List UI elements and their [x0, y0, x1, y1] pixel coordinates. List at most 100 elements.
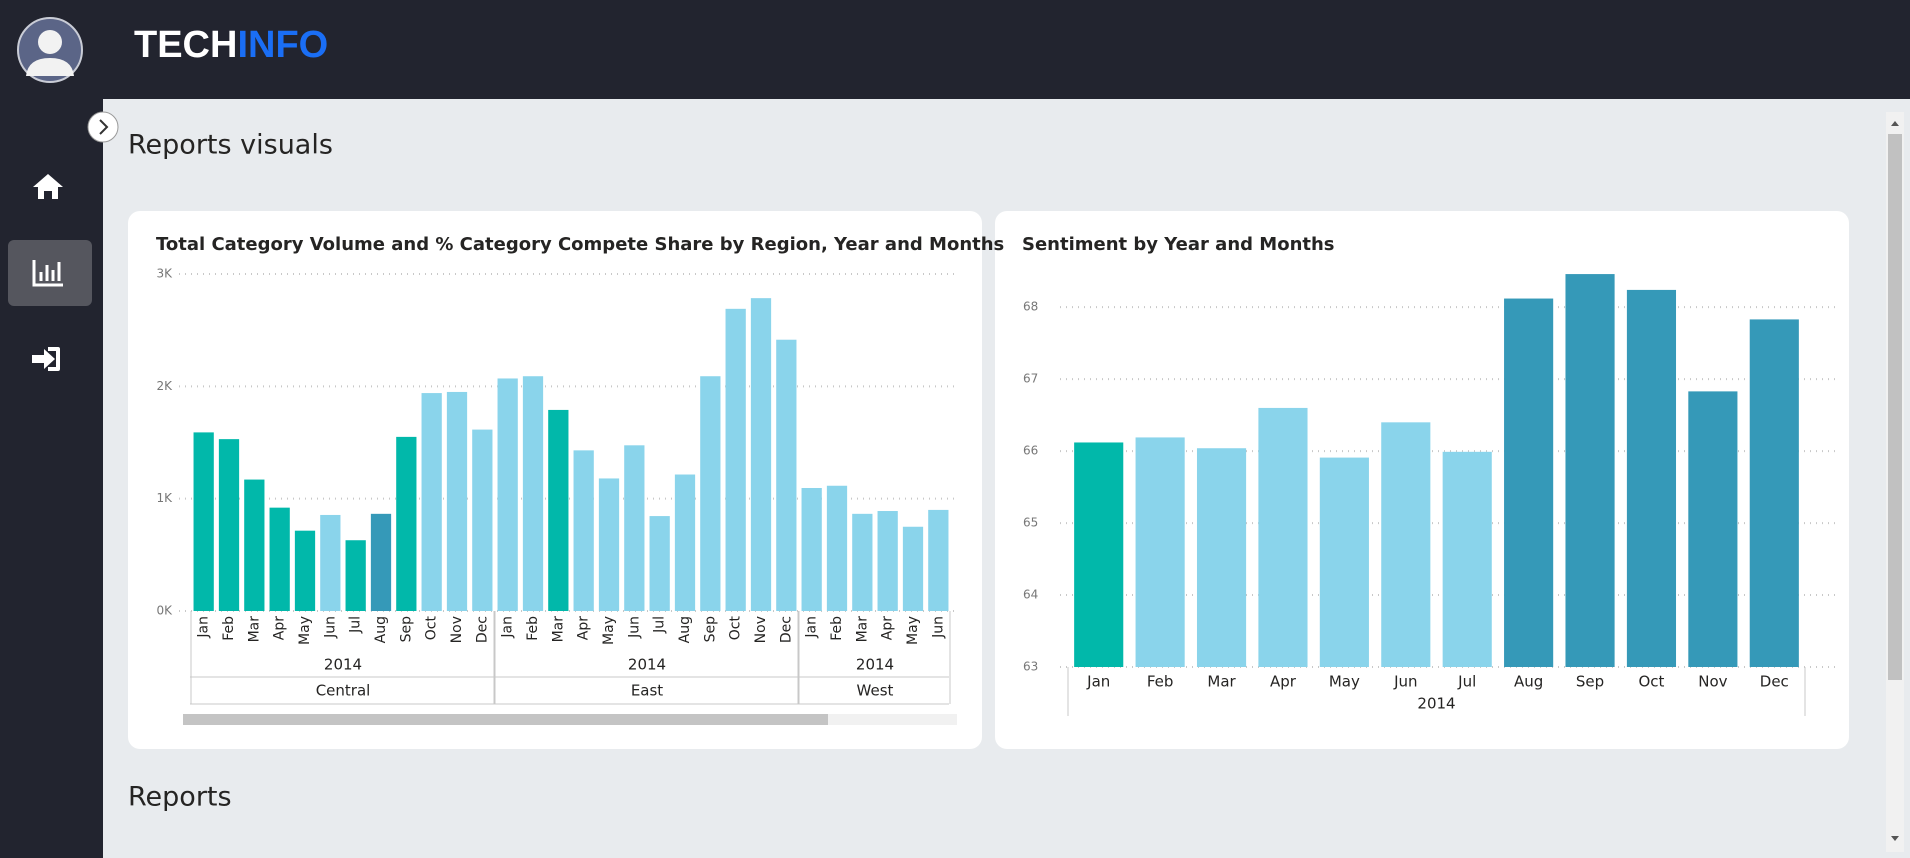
- bar: [497, 378, 518, 611]
- x-tick-label: Jan: [196, 616, 212, 639]
- y-tick-label: 63: [1023, 660, 1038, 674]
- scroll-down[interactable]: [1891, 836, 1899, 841]
- bar: [1319, 457, 1369, 667]
- bar: [1258, 407, 1308, 667]
- section-title: Reports: [128, 782, 232, 813]
- x-tick-label: Jun: [1393, 673, 1417, 691]
- x-tick-label: Jun: [930, 616, 946, 639]
- x-tick-label: Mar: [1207, 673, 1236, 691]
- y-tick-label: 0K: [156, 604, 173, 618]
- bar: [877, 511, 898, 611]
- x-tick-label: Nov: [1698, 673, 1727, 691]
- scrollbar-thumb[interactable]: [1888, 134, 1902, 680]
- y-tick-label: 65: [1023, 516, 1038, 530]
- bar: [573, 450, 594, 611]
- x-tick-label: May: [905, 616, 921, 645]
- bar: [1626, 289, 1677, 667]
- bar: [902, 526, 924, 611]
- nav-signin[interactable]: [32, 347, 60, 371]
- y-tick-label: 67: [1023, 372, 1038, 386]
- bar: [1688, 391, 1738, 667]
- header: [103, 0, 1910, 99]
- nav-reports-active[interactable]: [8, 240, 92, 306]
- door-icon: [48, 347, 60, 371]
- x-tick-label: Nov: [753, 616, 769, 643]
- bar: [928, 509, 949, 611]
- bar: [1749, 319, 1799, 667]
- x-tick-label: Oct: [424, 616, 440, 641]
- x-tick-label: Feb: [525, 616, 541, 641]
- bar: [472, 429, 493, 611]
- home-icon: [33, 174, 63, 199]
- section-title: Reports visuals: [128, 130, 333, 161]
- bar: [1442, 451, 1492, 667]
- bar: [269, 507, 290, 611]
- bar: [1565, 274, 1615, 667]
- sidebar-toggle[interactable]: [87, 111, 119, 143]
- region-label: Central: [316, 682, 371, 700]
- x-tick-label: Dec: [778, 616, 794, 643]
- x-tick-label: May: [1329, 673, 1360, 691]
- x-tick-label: Aug: [677, 616, 693, 643]
- y-tick-label: 68: [1023, 300, 1038, 314]
- avatar-body: [26, 58, 74, 76]
- bar: [244, 479, 265, 611]
- bar: [598, 478, 620, 611]
- chart-title: Total Category Volume and % Category Com…: [156, 234, 1004, 255]
- year-label: 2014: [324, 656, 362, 674]
- sidebar: [0, 0, 103, 858]
- arrow-icon: [32, 349, 55, 369]
- brand-part: INFO: [237, 24, 328, 66]
- bar: [522, 376, 544, 611]
- avatar-head: [38, 30, 62, 54]
- x-tick-label: Jan: [804, 616, 820, 639]
- bar: [1504, 298, 1554, 667]
- x-tick-label: May: [297, 616, 313, 645]
- x-tick-label: Jul: [652, 616, 668, 634]
- bar: [1135, 437, 1185, 667]
- scroll-up[interactable]: [1891, 121, 1899, 126]
- brand: TECHINFO: [134, 24, 328, 66]
- x-tick-label: Mar: [246, 616, 262, 643]
- x-tick-label: Sep: [702, 616, 718, 643]
- bar: [1381, 422, 1431, 667]
- bar: [370, 513, 392, 611]
- x-tick-label: Feb: [1147, 673, 1174, 691]
- chart-scroll-thumb[interactable]: [183, 714, 828, 725]
- bar: [1196, 448, 1247, 667]
- y-tick-label: 2K: [156, 379, 173, 393]
- bar: [801, 487, 822, 611]
- bar: [700, 376, 721, 611]
- x-tick-label: Jan: [500, 616, 516, 639]
- year-label: 2014: [628, 656, 666, 674]
- bar: [294, 530, 316, 611]
- bar: [674, 474, 696, 611]
- x-tick-label: Nov: [449, 616, 465, 643]
- x-tick-label: Feb: [829, 616, 845, 641]
- reports-icon: [32, 260, 63, 287]
- x-tick-label: Apr: [1270, 673, 1297, 691]
- nav-home[interactable]: [33, 174, 63, 199]
- x-tick-label: Oct: [728, 616, 744, 641]
- bar: [345, 540, 366, 611]
- x-tick-label: Jul: [1457, 673, 1476, 691]
- x-tick-label: Sep: [398, 616, 414, 643]
- x-tick-label: Jun: [626, 616, 642, 639]
- y-tick-label: 66: [1023, 444, 1038, 458]
- bar: [548, 409, 569, 611]
- x-tick-label: Jun: [322, 616, 338, 639]
- bar: [320, 514, 341, 611]
- bar: [826, 485, 848, 611]
- bar: [624, 445, 645, 611]
- bar: [776, 339, 797, 611]
- x-tick-label: Jul: [348, 616, 364, 634]
- x-tick-label: Mar: [854, 616, 870, 643]
- bar: [750, 298, 772, 611]
- bar: [1074, 442, 1124, 667]
- bar: [421, 393, 442, 611]
- x-tick-label: Feb: [221, 616, 237, 641]
- x-tick-label: May: [601, 616, 617, 645]
- chart-title: Sentiment by Year and Months: [1022, 234, 1335, 255]
